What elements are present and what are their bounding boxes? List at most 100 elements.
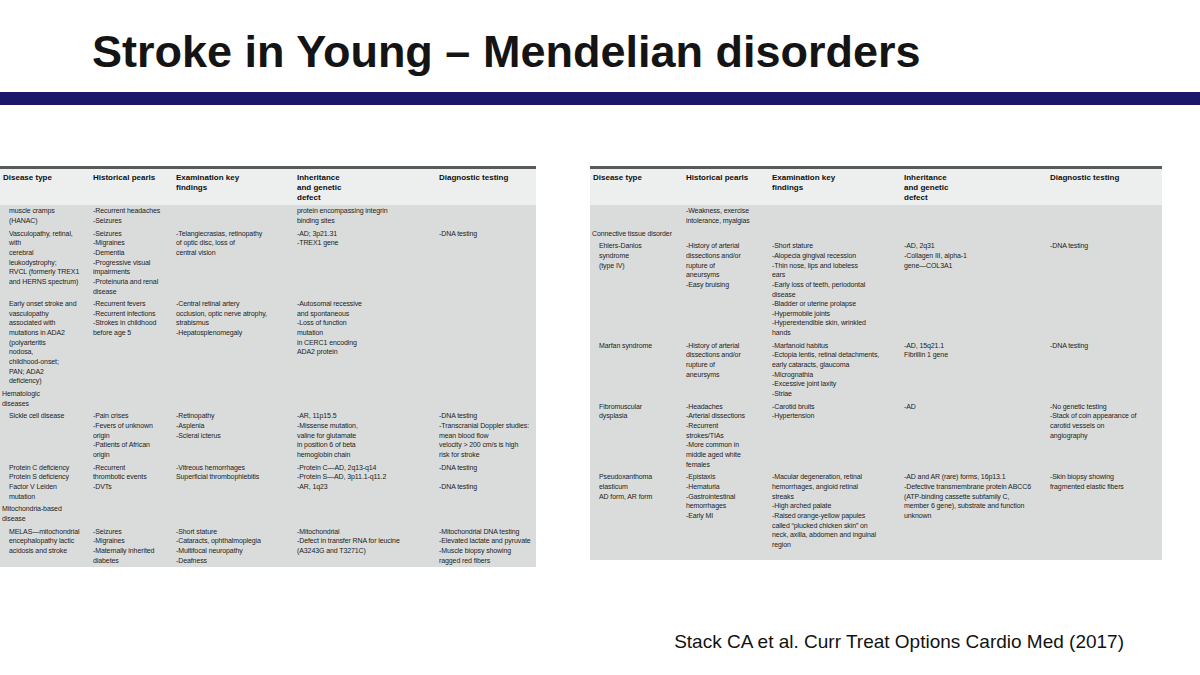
table-row: Fibromuscular dysplasia-Headaches -Arter… [590,401,1162,472]
table-cell: -Macular degeneration, retinal hemorrhag… [770,471,902,549]
table-cell: -Recurrent thrombotic events -DVTs [91,462,174,502]
table-cell [1048,205,1162,225]
table-row: muscle cramps (HANAC)-Recurrent headache… [0,205,536,227]
section-row: Mitochondria-based disease [0,503,536,525]
citation-text: Stack CA et al. Curr Treat Options Cardi… [674,631,1124,653]
disease-type-cell: MELAS—mitochondrial encephalopathy lacti… [0,526,91,567]
table-cell: -Mitochondrial DNA testing -Elevated lac… [437,526,536,567]
table-cell [902,228,1048,239]
table-cell: -History of arterial dissections and/or … [684,240,770,338]
disease-type-cell: Protein C deficiency Protein S deficienc… [0,462,91,502]
table-cell: -AD, 15q21.1 Fibrillin 1 gene [902,340,1048,399]
table-cell [91,503,174,523]
table-cell: -Pain crises -Fevers of unknown origin -… [91,410,174,459]
table-cell: -DNA testing -Transcranial Doppler studi… [437,410,536,459]
disease-type-cell: Vasculopathy, retinal, with cerebral leu… [0,228,91,297]
column-header: Historical pearls [91,169,174,202]
table-cell: -AD; 3p21.31 -TREX1 gene [295,228,437,297]
table-cell: -DNA testing [437,228,536,297]
table-cell: -Telangiecrasias, retinopathy of optic d… [174,228,295,297]
table-cell: -Recurrent headaches -Seizures [91,205,174,225]
table-cell: -AD [902,401,1048,470]
table-cell: -Skin biopsy showing fragmented elastic … [1048,471,1162,549]
table-cell [174,205,295,225]
table-row: -Weakness, exercise intolerance, myalgia… [590,205,1162,227]
column-header: Inheritance and genetic defect [902,169,1048,202]
table-cell [684,228,770,239]
mendelian-table-left: Disease typeHistorical pearlsExamination… [0,166,536,567]
table-cell [174,388,295,408]
table-cell: -Short stature -Alopecia gingival recess… [770,240,902,338]
table-row: Protein C deficiency Protein S deficienc… [0,462,536,504]
table-cell [437,503,536,523]
table-cell: -DNA testing -DNA testing [437,462,536,502]
table-cell: -Weakness, exercise intolerance, myalgia… [684,205,770,225]
table-cell: -Seizures -Migraines -Maternally inherit… [91,526,174,567]
table-cell [902,205,1048,225]
table-cell: -Protein C—AD, 2q13-q14 -Protein S—AD, 3… [295,462,437,502]
column-header: Diagnostic testing [1048,169,1162,202]
disease-type-cell: Pseudoxanthoma elasticum AD form, AR for… [590,471,684,549]
disease-type-cell: Mitochondria-based disease [0,503,91,523]
column-header: Disease type [0,169,91,202]
table-cell: -Central retinal artery occlusion, optic… [174,298,295,386]
table-cell: -DNA testing [1048,240,1162,338]
column-header: Examination key findings [174,169,295,202]
table-cell: -Marfanoid habitus -Ectopia lentis, reti… [770,340,902,399]
table-row: Early onset stroke and vasculopathy asso… [0,298,536,388]
table-cell: -Epistaxis -Hematuria -Gastrointestinal … [684,471,770,549]
table-cell: -Seizures -Migraines -Dementia -Progress… [91,228,174,297]
table-header-row: Disease typeHistorical pearlsExamination… [590,169,1162,205]
table-row: Marfan syndrome-History of arterial diss… [590,340,1162,401]
table-cell: -Autosomal recessive and spontaneous -Lo… [295,298,437,386]
column-header: Inheritance and genetic defect [295,169,437,202]
table-cell: protein encompassing integrin binding si… [295,205,437,225]
table-cell [91,388,174,408]
disease-type-cell: Hematologic diseases [0,388,91,408]
title-underline-bar [0,92,1200,105]
table-cell: -Retinopathy -Asplenia -Scleral icterus [174,410,295,459]
table-cell: -Mitochondrial -Defect in transfer RNA f… [295,526,437,567]
table-header-row: Disease typeHistorical pearlsExamination… [0,169,536,205]
mendelian-table-right: Disease typeHistorical pearlsExamination… [590,166,1162,560]
table-row: Ehlers-Danlos syndrome (type IV)-History… [590,240,1162,340]
table-cell [437,388,536,408]
disease-type-cell: Marfan syndrome [590,340,684,399]
disease-type-cell: muscle cramps (HANAC) [0,205,91,225]
table-cell: -History of arterial dissections and/or … [684,340,770,399]
table-cell: -DNA testing [1048,340,1162,399]
table-row: Sickle cell disease-Pain crises -Fevers … [0,410,536,461]
table-cell: -Short stature -Cataracts, ophthalmopleg… [174,526,295,567]
table-cell [174,503,295,523]
table-cell [770,228,902,239]
column-header: Historical pearls [684,169,770,202]
table-cell [437,298,536,386]
disease-type-cell [590,205,684,225]
table-cell [1048,228,1162,239]
table-cell [295,503,437,523]
table-row: MELAS—mitochondrial encephalopathy lacti… [0,526,536,567]
disease-type-cell: Ehlers-Danlos syndrome (type IV) [590,240,684,338]
table-cell [437,205,536,225]
column-header: Diagnostic testing [437,169,536,202]
disease-type-cell: Early onset stroke and vasculopathy asso… [0,298,91,386]
table-row: Vasculopathy, retinal, with cerebral leu… [0,228,536,299]
table-cell: -No genetic testing -Stack of coin appea… [1048,401,1162,470]
table-cell [295,388,437,408]
table-cell: -Vitreous hemorrhages Superficial thromb… [174,462,295,502]
section-row: Hematologic diseases [0,388,536,410]
table-cell: -Headaches -Arterial dissections -Recurr… [684,401,770,470]
column-header: Disease type [590,169,684,202]
disease-type-cell: Fibromuscular dysplasia [590,401,684,470]
table-cell [770,205,902,225]
table-row: Pseudoxanthoma elasticum AD form, AR for… [590,471,1162,551]
disease-type-cell: Sickle cell disease [0,410,91,459]
column-header: Examination key findings [770,169,902,202]
disease-type-cell: Connective tissue disorder [590,228,684,239]
table-cell: -Recurrent fevers -Recurrent infections … [91,298,174,386]
table-cell: -AD and AR (rare) forms, 16p13.1 -Defect… [902,471,1048,549]
table-cell: -AD, 2q31 -Collagen III, alpha-1 gene—CO… [902,240,1048,338]
section-row: Connective tissue disorder [590,228,1162,241]
table-cell: -Carotid bruits -Hypertension [770,401,902,470]
table-cell: -AR, 11p15.5 -Missense mutation, valine … [295,410,437,459]
